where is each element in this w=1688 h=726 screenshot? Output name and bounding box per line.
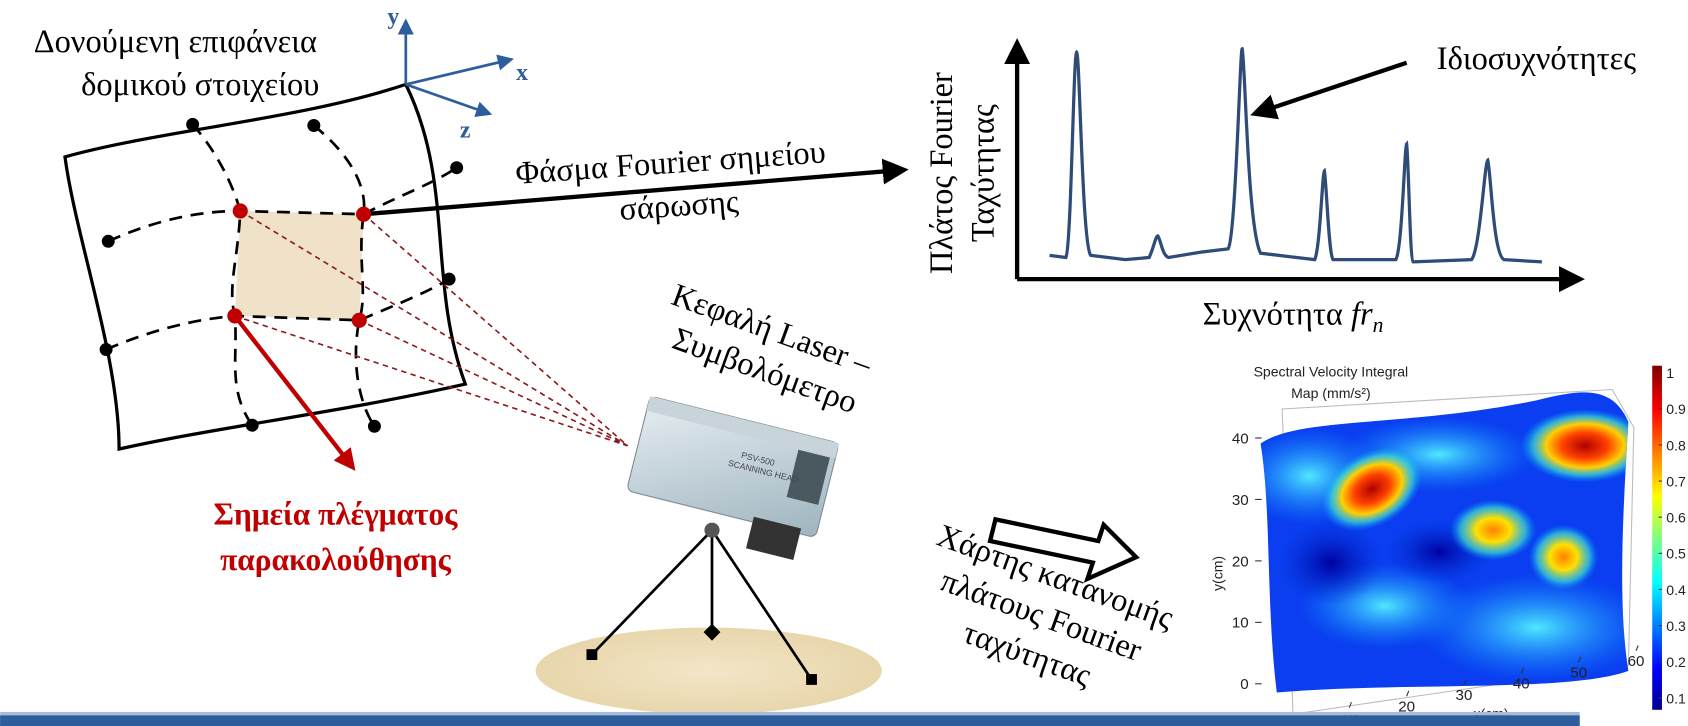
colorbar-tick-label: 0.2 bbox=[1666, 654, 1686, 670]
colorbar-tick-label: 0.3 bbox=[1666, 618, 1686, 634]
red-node bbox=[352, 313, 367, 328]
axis-x bbox=[406, 60, 511, 85]
axis-z bbox=[406, 84, 489, 113]
colorbar bbox=[1652, 366, 1662, 710]
map-title-1: Spectral Velocity Integral bbox=[1254, 364, 1409, 380]
slide: y x z Δονούμενη επιφάνεια δομικού στοιχε… bbox=[0, 0, 1688, 726]
colorbar-tick-label: 0.5 bbox=[1666, 546, 1686, 562]
axis-z-label: z bbox=[460, 117, 471, 143]
node bbox=[100, 343, 113, 356]
red-node bbox=[227, 308, 242, 323]
peaks-arrow bbox=[1255, 63, 1406, 114]
footer-bar bbox=[0, 715, 1580, 726]
page: y x z Δονούμενη επιφάνεια δομικού στοιχε… bbox=[0, 0, 1688, 726]
red-node bbox=[233, 203, 248, 218]
x-label-text: Συχνότητα bbox=[1203, 297, 1343, 333]
x-label-symbol: fr bbox=[1351, 297, 1373, 333]
node bbox=[102, 235, 115, 248]
tripod-foot bbox=[806, 674, 817, 685]
colorbar-tick-label: 0.6 bbox=[1666, 510, 1686, 526]
axis-y-label: y bbox=[387, 4, 399, 30]
y-tick-label: 30 bbox=[1232, 492, 1249, 509]
node bbox=[307, 119, 320, 132]
map-hotspot bbox=[1520, 409, 1650, 483]
x-tick-label: 50 bbox=[1570, 664, 1587, 681]
y-tick-label: 20 bbox=[1232, 553, 1249, 570]
node bbox=[246, 419, 259, 432]
shaded-cell bbox=[235, 211, 364, 320]
spectrum-x-label: Συχνότητα frn bbox=[1203, 297, 1384, 338]
beam bbox=[359, 320, 627, 446]
tripod-foot bbox=[586, 649, 597, 660]
x-tick bbox=[1407, 691, 1409, 696]
coordinate-axes bbox=[406, 22, 511, 114]
x-tick-label: 60 bbox=[1628, 653, 1645, 670]
spectrum-arrow-label-2: σάρωσης bbox=[618, 184, 740, 228]
spectrum-curve bbox=[1050, 49, 1542, 262]
node bbox=[186, 118, 199, 131]
grid-points-label-1: Σημεία πλέγματος bbox=[214, 497, 459, 532]
y-tick-label: 10 bbox=[1232, 615, 1249, 632]
axis-letters: y x z bbox=[387, 4, 528, 144]
x-tick bbox=[1636, 645, 1638, 650]
beam bbox=[364, 214, 628, 446]
grid-point-arrow bbox=[235, 316, 353, 467]
spectrum-y-label-2: Ταχύτητας bbox=[965, 104, 1001, 242]
axis-x-label: x bbox=[516, 60, 528, 86]
red-node bbox=[356, 207, 371, 222]
colorbar-tick-label: 0.8 bbox=[1666, 437, 1686, 453]
footer-line bbox=[0, 712, 1580, 715]
map-surface bbox=[1234, 379, 1656, 704]
spectrum-arrow-label: Φάσμα Fourier σημείου σάρωσης bbox=[514, 134, 830, 235]
laser-head: PSV-500 SCANNING HEAD bbox=[620, 396, 839, 564]
surface-label-1: Δονούμενη επιφάνεια bbox=[34, 24, 317, 60]
spectrum-arrow-label-1: Φάσμα Fourier σημείου bbox=[514, 134, 827, 192]
node bbox=[443, 273, 456, 286]
spectrum-y-label-1: Πλάτος Fourier bbox=[924, 72, 960, 274]
surface-label-2: δομικού στοιχείου bbox=[81, 67, 319, 103]
map-y-label: y(cm) bbox=[1210, 556, 1226, 591]
colorbar-tick-label: 0.7 bbox=[1666, 473, 1686, 489]
beam bbox=[235, 316, 628, 446]
x-tick bbox=[1349, 702, 1351, 707]
map-title-2: Map (mm/s²) bbox=[1291, 385, 1371, 401]
node bbox=[368, 420, 381, 433]
velocity-map: Spectral Velocity Integral Map (mm/s²) y… bbox=[1210, 364, 1686, 726]
x-label-subscript: n bbox=[1373, 313, 1384, 337]
x-tick-label: 30 bbox=[1456, 687, 1473, 704]
colorbar-tick-label: 1 bbox=[1666, 365, 1674, 381]
grid-points-label-2: παρακολούθησης bbox=[220, 542, 452, 577]
tripod-head bbox=[704, 523, 719, 538]
x-tick-label: 40 bbox=[1513, 676, 1530, 693]
y-tick-label: 40 bbox=[1232, 430, 1249, 447]
map-patch bbox=[1277, 519, 1385, 606]
peaks-label: Ιδιοσυχνότητες bbox=[1437, 41, 1637, 77]
node bbox=[450, 161, 463, 174]
laser-label: Κεφαλή Laser – Συμβολόμετρο bbox=[653, 277, 877, 421]
y-tick-label: 0 bbox=[1240, 676, 1248, 693]
colorbar-tick-label: 0.9 bbox=[1666, 401, 1686, 417]
floor-ellipse bbox=[536, 628, 882, 715]
map-hotspot bbox=[1529, 525, 1598, 590]
map-hotspot bbox=[1450, 500, 1537, 561]
colorbar-tick-label: 0.4 bbox=[1666, 582, 1686, 598]
colorbar-tick-label: 0.1 bbox=[1666, 690, 1686, 706]
